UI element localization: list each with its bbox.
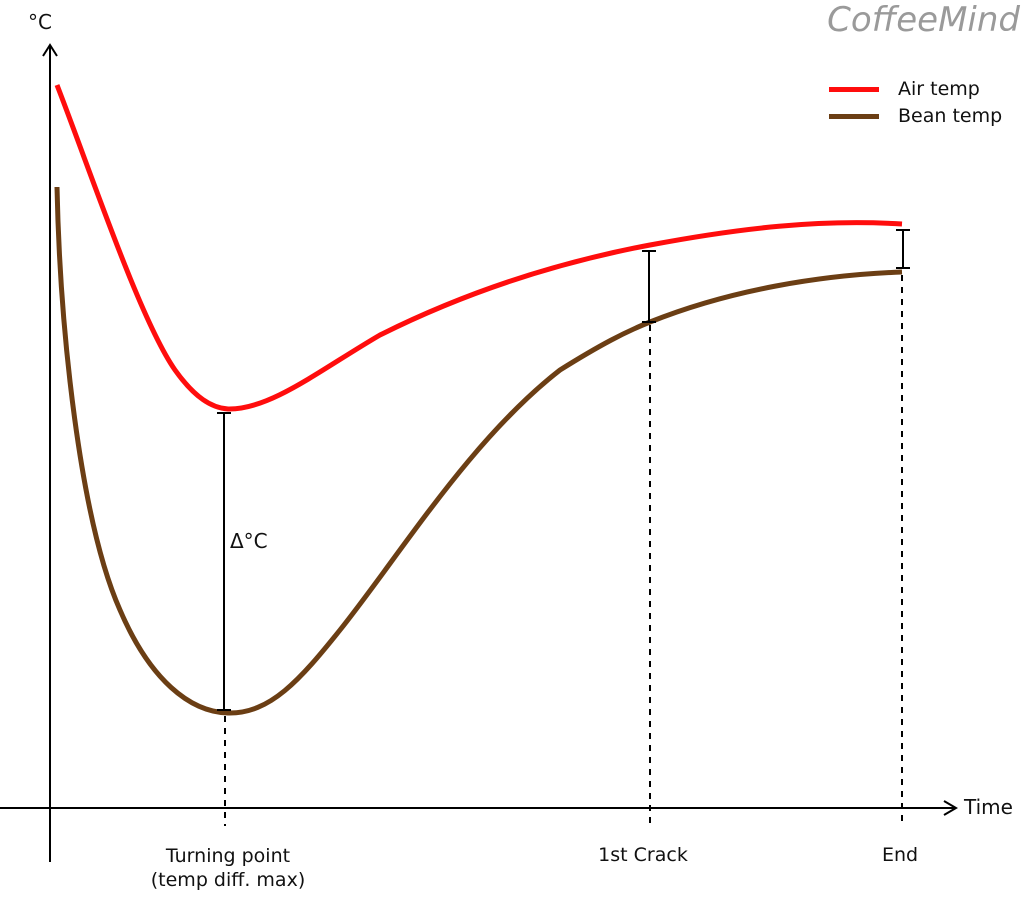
legend-label: Air temp (898, 78, 980, 100)
bean-temp-curve (54, 186, 903, 716)
legend-item-bean-temp: Bean temp (829, 105, 1002, 127)
marker-label-first-crack: 1st Crack (598, 844, 688, 866)
x-axis-arrow-icon (943, 800, 958, 816)
y-axis-label: °C (28, 10, 52, 34)
y-axis-arrow-icon (42, 43, 58, 57)
air-temp-swatch-icon (829, 86, 879, 92)
marker-label-end: End (881, 844, 919, 866)
bean-temp-swatch-icon (829, 113, 879, 119)
marker-title: Turning point (165, 845, 291, 867)
delta-bar-end (896, 229, 910, 269)
x-axis-label: Time (964, 795, 1013, 819)
delta-bar-first-crack (642, 250, 656, 323)
brand-logo: CoffeeMind (827, 0, 1020, 40)
legend-label: Bean temp (898, 105, 1003, 127)
delta-bar-turning-point (217, 412, 231, 711)
legend-item-air-temp: Air temp (829, 78, 980, 100)
marker-label-turning-point: Turning point (temp diff. max) (151, 844, 305, 892)
marker-subtitle: (temp diff. max) (150, 869, 306, 891)
delta-temp-label: Δ°C (230, 529, 268, 553)
air-temp-curve (54, 84, 903, 412)
